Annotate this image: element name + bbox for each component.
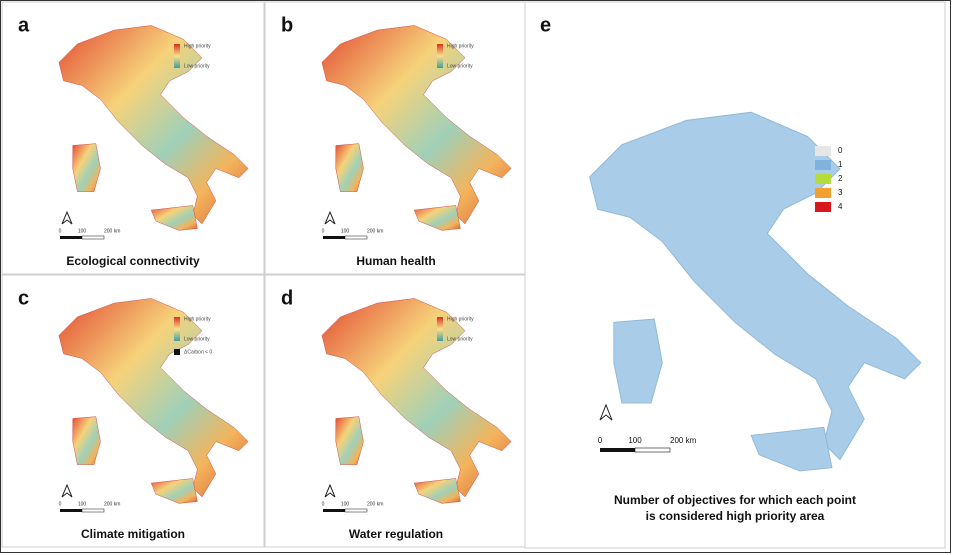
legend-label: 2 — [838, 174, 843, 183]
scale-label: 0 — [322, 501, 325, 507]
panels: a High priority Low priority 0 100 200 km Ecol… — [1, 1, 528, 548]
legend-ramp — [437, 317, 443, 341]
scale-bar — [323, 236, 345, 239]
panel: b High priority Low priority 0 100 200 km Huma… — [264, 1, 528, 275]
north-arrow — [61, 483, 73, 498]
legend-swatch — [815, 146, 831, 156]
scale-bar — [81, 508, 105, 513]
scale-bar — [344, 235, 368, 240]
legend-ramp — [174, 317, 180, 341]
legend-label: High priority — [184, 316, 211, 322]
legend-label: Low priority — [184, 336, 210, 342]
scale-bar — [323, 509, 345, 512]
panel: c High priority Low priority ΔCarbon < 0 0 10… — [1, 274, 265, 548]
caption: Water regulation — [349, 527, 443, 541]
legend-ramp — [437, 44, 443, 68]
scale-bar — [634, 447, 671, 453]
scale-label: 200 km — [104, 228, 120, 234]
north-arrow — [324, 483, 336, 498]
caption: Climate mitigation — [81, 527, 185, 541]
scale-label: 200 km — [367, 501, 383, 507]
legend-label: ΔCarbon < 0 — [184, 349, 212, 355]
legend-swatch — [815, 188, 831, 198]
legend-swatch — [174, 349, 180, 355]
caption: Ecological connectivity — [66, 254, 200, 268]
legend-label: Low priority — [447, 336, 473, 342]
caption: Human health — [356, 254, 435, 268]
scale-bar — [81, 235, 105, 240]
scale-label: 100 — [341, 228, 350, 234]
north-arrow — [599, 403, 613, 421]
legend-label: High priority — [184, 43, 211, 49]
panel-letter: b — [281, 14, 293, 36]
caption: Number of objectives for which each poin… — [614, 493, 856, 507]
legend-label: 0 — [838, 146, 843, 155]
scale-bar — [60, 509, 82, 512]
scale-label: 100 — [78, 228, 87, 234]
legend-label: 1 — [838, 160, 843, 169]
panel: d High priority Low priority 0 100 200 km Wate… — [264, 274, 528, 548]
legend-label: 4 — [838, 202, 843, 211]
north-arrow — [324, 210, 336, 225]
panel-letter: a — [18, 14, 30, 36]
legend-label: High priority — [447, 316, 474, 322]
scale-label: 0 — [59, 501, 62, 507]
scale-bar — [600, 448, 635, 452]
scale-bar — [60, 236, 82, 239]
scale-label: 200 km — [367, 228, 383, 234]
summary-panel: e 0 100 200 km Number of objectives for … — [524, 1, 946, 549]
scale-label: 100 — [628, 436, 642, 445]
legend-label: 3 — [838, 188, 843, 197]
panel-letter: c — [18, 287, 29, 309]
scale-bar — [344, 508, 368, 513]
scale-label: 100 — [341, 501, 350, 507]
panel: a High priority Low priority 0 100 200 km Ecol… — [1, 1, 265, 275]
legend-label: Low priority — [447, 63, 473, 69]
legend-swatch — [815, 160, 831, 170]
panel-letter: e — [540, 14, 551, 36]
legend-label: High priority — [447, 43, 474, 49]
caption: is considered high priority area — [646, 509, 825, 523]
scale-label: 0 — [59, 228, 62, 234]
legend-swatch — [815, 202, 831, 212]
legend-ramp — [174, 44, 180, 68]
panel-letter: d — [281, 287, 293, 309]
scale-label: 0 — [598, 436, 603, 445]
legend-label: Low priority — [184, 63, 210, 69]
north-arrow — [61, 210, 73, 225]
legend-swatch — [815, 174, 831, 184]
scale-label: 0 — [322, 228, 325, 234]
scale-label: 200 km — [670, 436, 697, 445]
scale-label: 200 km — [104, 501, 120, 507]
scale-label: 100 — [78, 501, 87, 507]
